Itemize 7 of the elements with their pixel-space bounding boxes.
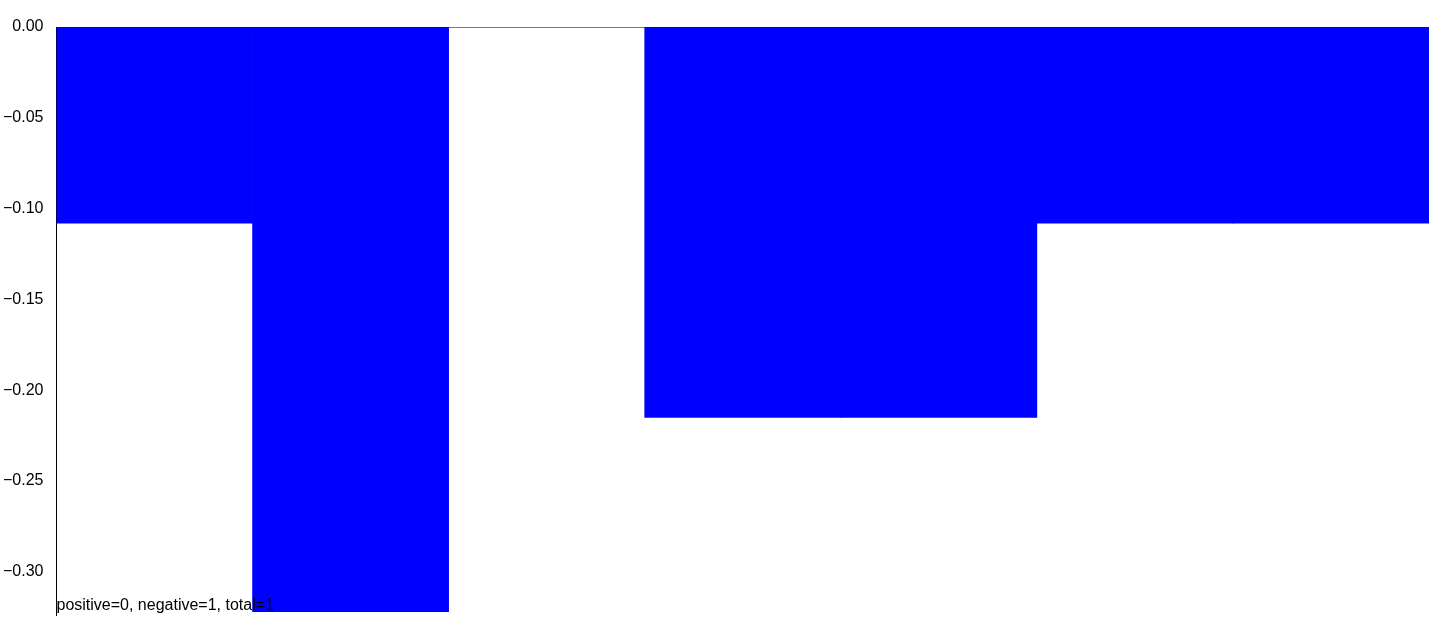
y-tick-label: 0.00 <box>12 17 44 35</box>
y-tick-label: −0.20 <box>3 380 44 398</box>
y-tick-label: −0.25 <box>3 471 44 489</box>
y-tick-label: −0.30 <box>3 562 44 580</box>
y-tick-label: −0.15 <box>3 289 44 307</box>
y-tick-label: −0.05 <box>3 108 44 126</box>
y-tick-label: −0.10 <box>3 199 44 217</box>
